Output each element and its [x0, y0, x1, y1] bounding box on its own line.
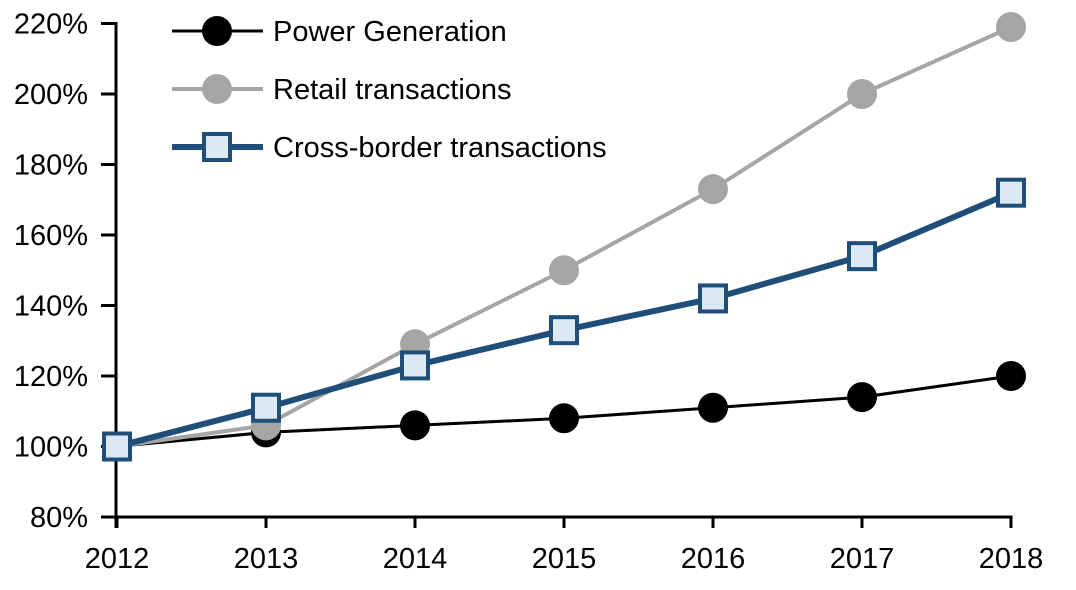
- x-tick-label: 2012: [85, 543, 150, 575]
- marker-retail-transactions-2015: [549, 255, 579, 286]
- marker-power-generation-2017: [847, 382, 877, 413]
- x-tick-label: 2015: [532, 543, 597, 575]
- x-tick-label: 2013: [234, 543, 299, 575]
- y-tick-label: 200%: [14, 79, 88, 111]
- x-tick-label: 2016: [681, 543, 746, 575]
- marker-cross-border-transactions-2012: [102, 431, 132, 462]
- marker-cross-border-transactions-2016: [698, 283, 728, 314]
- marker-power-generation-2018: [996, 361, 1026, 391]
- y-tick-label: 80%: [30, 502, 88, 534]
- marker-power-generation-2015: [549, 403, 579, 434]
- marker-cross-border-transactions-2015: [549, 315, 579, 346]
- legend-marker-cross-border-transactions: [202, 132, 232, 162]
- legend-label-retail-transactions: Retail transactions: [273, 74, 512, 106]
- legend-label-power-generation: Power Generation: [273, 16, 507, 48]
- y-tick-label: 120%: [14, 361, 88, 393]
- y-tick-label: 100%: [14, 432, 88, 464]
- marker-power-generation-2014: [400, 410, 430, 441]
- marker-retail-transactions-2017: [847, 79, 877, 109]
- marker-cross-border-transactions-2014: [400, 350, 430, 381]
- marker-cross-border-transactions-2013: [251, 392, 281, 423]
- y-tick-label: 140%: [14, 291, 88, 323]
- y-tick-label: 180%: [14, 150, 88, 182]
- legend-label-cross-border-transactions: Cross-border transactions: [273, 132, 607, 164]
- marker-power-generation-2016: [698, 392, 728, 423]
- x-tick-label: 2014: [383, 543, 448, 575]
- x-tick-label: 2018: [979, 543, 1044, 575]
- legend-marker-power-generation: [202, 16, 232, 46]
- y-tick-label: 160%: [14, 220, 88, 252]
- marker-retail-transactions-2018: [996, 12, 1026, 43]
- y-tick-label: 220%: [14, 9, 88, 41]
- legend-marker-retail-transactions: [202, 74, 232, 104]
- marker-cross-border-transactions-2017: [847, 241, 877, 272]
- marker-cross-border-transactions-2018: [996, 177, 1026, 208]
- x-tick-label: 2017: [830, 543, 895, 575]
- marker-retail-transactions-2016: [698, 174, 728, 205]
